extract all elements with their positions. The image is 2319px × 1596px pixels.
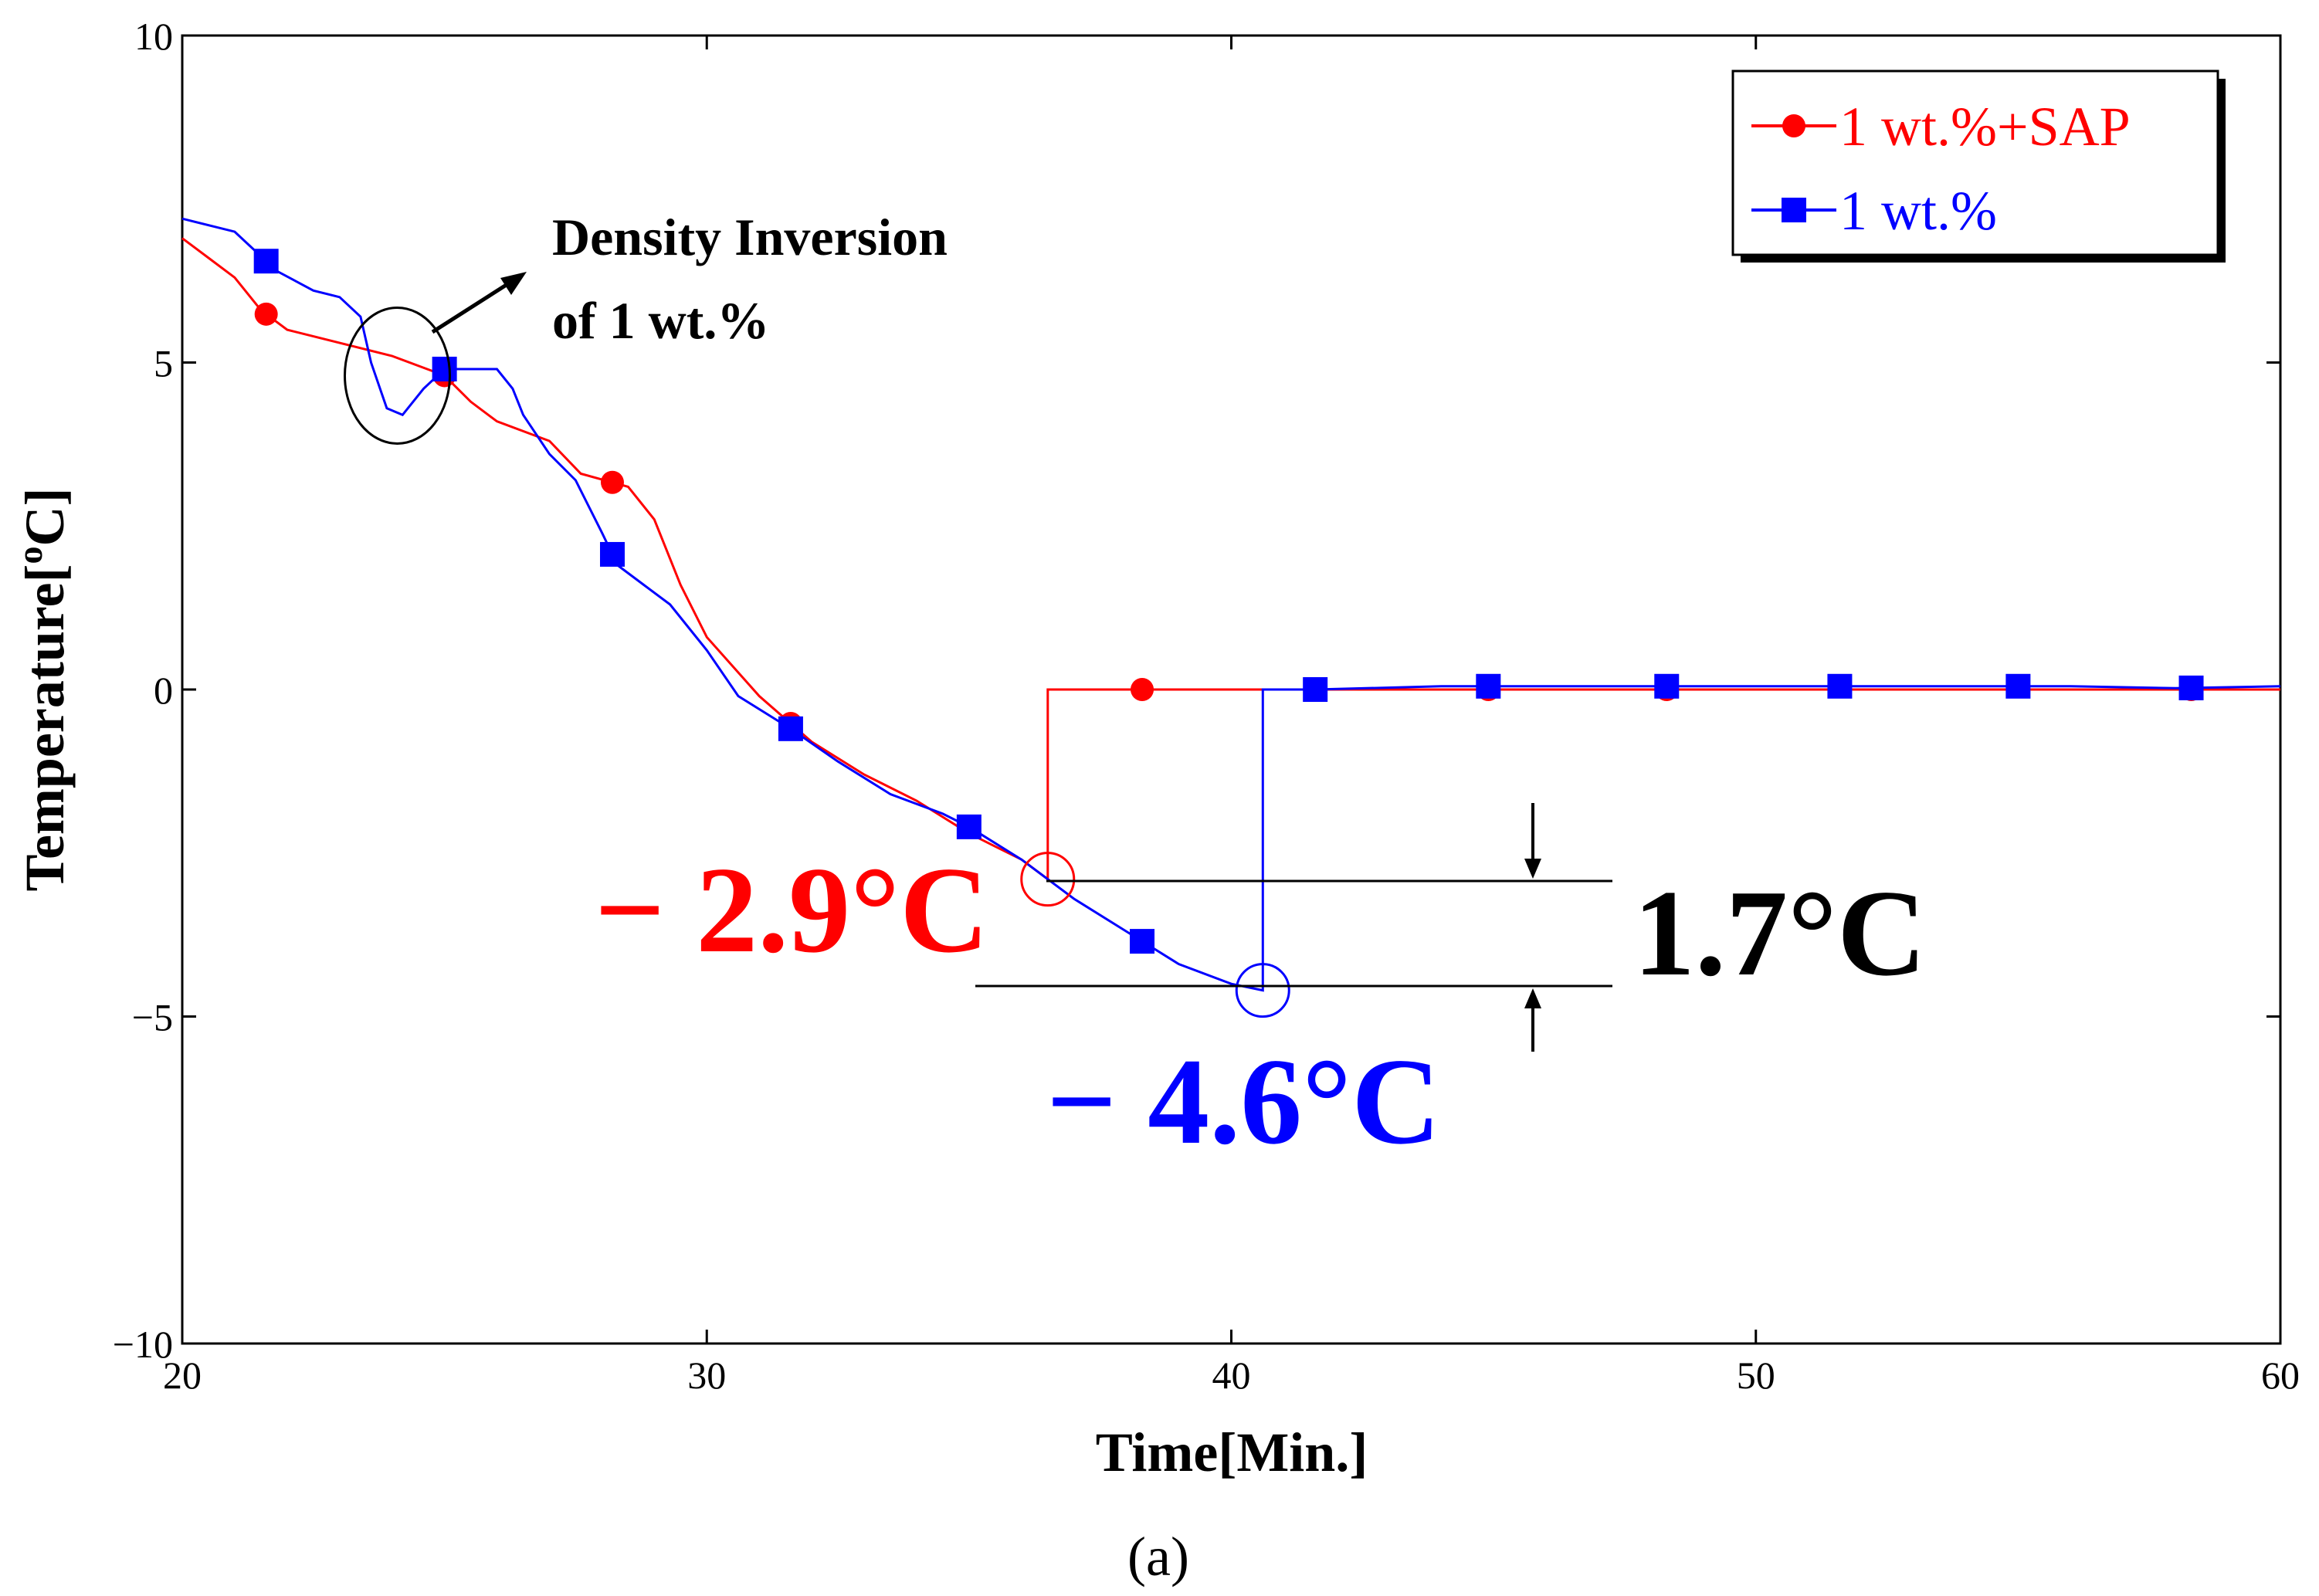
- 1wt-data-marker-7: [1476, 673, 1501, 699]
- x-tick-label-30: 30: [687, 1354, 726, 1397]
- panel-label: (a): [1127, 1526, 1189, 1588]
- 1wt-data-marker-6: [1303, 677, 1328, 702]
- 1wt-data-marker-5: [1130, 929, 1155, 954]
- blue-supercool-circle: [1235, 963, 1290, 1018]
- y-tick-label-10: 10: [134, 15, 173, 58]
- series-line-sap: [181, 237, 2280, 882]
- blue-callout-label: − 4.6°C: [1046, 1032, 1441, 1170]
- y-axis-label-unit: C]: [14, 488, 76, 547]
- sap-data-marker-4: [1131, 678, 1154, 701]
- density-arrow-head: [500, 272, 527, 295]
- red-supercool-circle: [1020, 852, 1076, 907]
- 1wt-data-marker-9: [1827, 673, 1853, 699]
- x-tick-label-40: 40: [1212, 1354, 1251, 1397]
- y-axis-label-main: Temperature[: [14, 564, 76, 892]
- axis-ticks: [181, 34, 2282, 1345]
- y-tick-label-5: 5: [154, 342, 173, 385]
- series-markers-1wt: [253, 249, 2204, 954]
- legend-marker-1wt: [1782, 198, 1806, 222]
- legend-box: [1731, 69, 2219, 256]
- density-arrow-shaft: [431, 278, 515, 334]
- 1wt-data-marker-8: [1654, 673, 1680, 699]
- 1wt-data-marker-3: [778, 716, 803, 741]
- sap-data-marker-0: [254, 302, 278, 326]
- 1wt-data-marker-1: [432, 356, 457, 381]
- legend-label-1wt: 1 wt.%: [1839, 180, 1997, 242]
- x-tick-label-20: 20: [163, 1354, 202, 1397]
- red-callout-label: − 2.9°C: [595, 841, 989, 978]
- difference-arrow-bottom-head: [1524, 988, 1541, 1008]
- density-note-line1: Density Inversion: [552, 208, 948, 266]
- difference-label: 1.7°C: [1633, 864, 1927, 1001]
- 1wt-data-marker-10: [2005, 673, 2031, 699]
- x-tick-label-50: 50: [1737, 1354, 1775, 1397]
- y-axis-label-superscript: o: [10, 547, 49, 564]
- 1wt-data-marker-2: [599, 541, 625, 567]
- legend: 1 wt.%+SAP 1 wt.%: [1731, 69, 2226, 263]
- series-line-1wt: [181, 217, 2281, 992]
- 1wt-data-marker-4: [956, 814, 982, 839]
- x-axis-label: Time[Min.]: [1096, 1421, 1368, 1483]
- y-tick-label-minus10: −10: [113, 1323, 173, 1366]
- x-tick-label-60: 60: [2261, 1354, 2300, 1397]
- density-inversion-circle: [343, 306, 451, 445]
- y-tick-label-minus5: −5: [132, 996, 173, 1039]
- legend-marker-sap: [1782, 114, 1805, 137]
- difference-arrow-top-head: [1524, 859, 1541, 879]
- density-note-line2: of 1 wt.%: [552, 291, 769, 350]
- 1wt-data-marker-11: [2178, 675, 2204, 700]
- y-axis-label: Temperature[oC]: [10, 488, 76, 892]
- y-tick-label-0: 0: [154, 669, 173, 712]
- legend-label-sap: 1 wt.%+SAP: [1839, 96, 2131, 158]
- 1wt-data-marker-0: [253, 249, 279, 274]
- sap-data-marker-2: [600, 470, 624, 494]
